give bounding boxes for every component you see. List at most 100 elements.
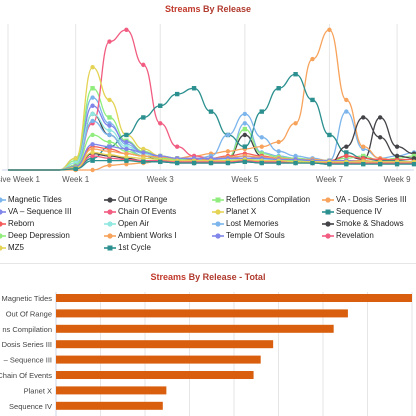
line-point[interactable] [107, 39, 112, 44]
line-point[interactable] [191, 86, 197, 91]
line-point[interactable] [394, 161, 400, 167]
line-point[interactable] [124, 154, 129, 160]
line-point[interactable] [90, 150, 95, 155]
line-point[interactable] [141, 146, 146, 152]
line-point[interactable] [90, 103, 95, 108]
line-point[interactable] [394, 144, 400, 149]
line-point[interactable] [310, 56, 315, 62]
line-point[interactable] [394, 153, 400, 159]
line-point[interactable] [344, 97, 349, 103]
line-point[interactable] [107, 128, 112, 133]
line-point[interactable] [124, 146, 129, 152]
line-point[interactable] [124, 161, 129, 167]
line-point[interactable] [73, 158, 78, 163]
line-point[interactable] [107, 139, 112, 145]
line-point[interactable] [411, 161, 416, 167]
line-point[interactable] [124, 151, 129, 156]
line-point[interactable] [242, 132, 248, 138]
line-point[interactable] [276, 86, 281, 91]
line-point[interactable] [141, 159, 146, 165]
line-point[interactable] [174, 144, 180, 149]
line-point[interactable] [242, 159, 248, 165]
line-point[interactable] [259, 144, 264, 149]
line-point[interactable] [107, 163, 112, 168]
line-point[interactable] [90, 153, 95, 159]
line-point[interactable] [225, 149, 231, 154]
line-point[interactable] [124, 132, 129, 138]
line-point[interactable] [124, 158, 129, 163]
bar[interactable] [56, 355, 261, 364]
line-point[interactable] [124, 27, 129, 33]
line-point[interactable] [107, 132, 112, 138]
line-point[interactable] [107, 144, 112, 149]
bar[interactable] [56, 324, 334, 333]
line-point[interactable] [90, 111, 95, 117]
line-point[interactable] [361, 153, 366, 159]
line-point[interactable] [90, 132, 95, 138]
line-point[interactable] [90, 158, 95, 163]
line-point[interactable] [259, 135, 264, 140]
line-point[interactable] [73, 156, 78, 161]
line-point[interactable] [276, 139, 281, 145]
line-point[interactable] [344, 150, 349, 155]
line-point[interactable] [242, 144, 248, 149]
bar[interactable] [56, 294, 412, 302]
line-point[interactable] [377, 135, 383, 140]
line-point[interactable] [259, 160, 264, 166]
line-point[interactable] [90, 156, 95, 161]
line-point[interactable] [174, 160, 180, 166]
line-point[interactable] [158, 103, 163, 108]
line-point[interactable] [225, 132, 231, 138]
line-point[interactable] [90, 95, 95, 100]
line-point[interactable] [191, 160, 197, 166]
line-point[interactable] [344, 156, 349, 161]
line-point[interactable] [90, 142, 95, 147]
line-point[interactable] [411, 153, 416, 159]
line-point[interactable] [107, 97, 112, 103]
line-point[interactable] [141, 62, 146, 68]
line-point[interactable] [259, 151, 264, 156]
line-point[interactable] [276, 149, 281, 154]
line-point[interactable] [208, 109, 214, 114]
line-point[interactable] [107, 158, 112, 163]
bar[interactable] [56, 340, 274, 349]
line-point[interactable] [361, 115, 366, 120]
line-point[interactable] [344, 161, 349, 167]
line-point[interactable] [141, 156, 146, 161]
line-point[interactable] [90, 86, 95, 91]
line-point[interactable] [327, 27, 332, 33]
line-point[interactable] [208, 160, 214, 166]
line-point[interactable] [327, 161, 332, 167]
line-point[interactable] [107, 152, 112, 158]
line-point[interactable] [124, 139, 129, 145]
line-point[interactable] [73, 166, 78, 172]
line-point[interactable] [293, 153, 298, 159]
line-point[interactable] [293, 160, 298, 166]
line-point[interactable] [310, 97, 315, 103]
line-point[interactable] [141, 115, 146, 120]
line-point[interactable] [158, 159, 163, 165]
line-point[interactable] [344, 144, 349, 149]
line-point[interactable] [174, 91, 180, 97]
line-point[interactable] [377, 161, 383, 167]
bar[interactable] [56, 401, 163, 410]
line-point[interactable] [327, 132, 332, 138]
line-point[interactable] [141, 150, 146, 155]
line-point[interactable] [90, 65, 95, 70]
line-point[interactable] [411, 156, 416, 161]
line-point[interactable] [107, 115, 112, 120]
line-point[interactable] [293, 121, 298, 126]
line-point[interactable] [293, 72, 298, 77]
line-point[interactable] [158, 121, 163, 126]
line-point[interactable] [361, 144, 366, 149]
bar[interactable] [56, 371, 254, 379]
line-point[interactable] [276, 160, 281, 166]
line-point[interactable] [310, 160, 315, 166]
bar[interactable] [56, 386, 167, 395]
line-point[interactable] [242, 111, 248, 117]
line-point[interactable] [225, 160, 231, 166]
line-point[interactable] [90, 167, 95, 173]
bar[interactable] [56, 309, 348, 318]
line-point[interactable] [242, 121, 248, 126]
line-point[interactable] [107, 123, 112, 128]
